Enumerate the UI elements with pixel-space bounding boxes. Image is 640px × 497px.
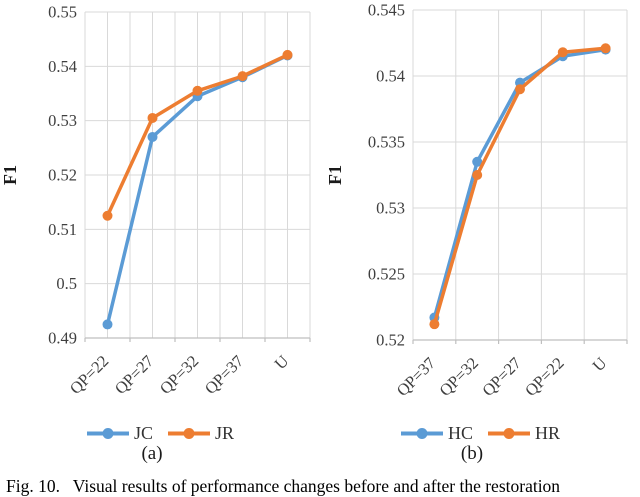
data-point-JR-QP=37 [237,71,248,82]
chart-b-line-plot: 0.5450.540.5350.530.5250.52QP=37QP=32QP=… [325,1,628,400]
y-tick-label: 0.53 [48,111,77,130]
data-point-JC-QP=27 [147,131,158,142]
data-point-HR-QP=37 [429,319,440,330]
y-tick-label: 0.525 [368,265,405,284]
y-tick-label: 0.49 [48,329,77,348]
y-tick-label: 0.52 [48,166,77,185]
y-tick-label: 0.53 [376,199,405,218]
legend-item-hc: HC [400,424,473,442]
y-tick-label: 0.54 [48,57,77,76]
y-tick-label: 0.535 [368,133,405,152]
legend-label-jc: JC [133,423,153,443]
x-tick-label: U [270,351,292,373]
legend-label-hc: HC [447,423,473,443]
chart-b-legend: HC HR [320,424,640,442]
hc-line-marker-icon [400,427,443,439]
y-tick-label: 0.545 [368,1,405,20]
x-tick-label: QP=37 [393,353,440,400]
x-tick-label: QP=27 [111,351,158,398]
data-point-HR-U [600,43,611,54]
panel-label-a: (a) [141,443,163,464]
y-axis-title: F1 [325,165,345,185]
chart-a-legend: JC JR [0,424,320,442]
panel-label-b: (b) [460,443,484,464]
y-tick-label: 0.52 [376,331,405,350]
data-point-JR-U [282,49,293,60]
data-point-JR-QP=22 [102,210,113,221]
legend-item-hr: HR [487,424,560,442]
legend-item-jc: JC [86,424,153,442]
hr-line-marker-icon [488,427,530,439]
legend-label-hr: HR [535,423,561,443]
x-tick-label: QP=27 [478,353,525,400]
x-tick-label: QP=22 [66,351,113,398]
y-tick-label: 0.54 [376,67,405,86]
data-point-JR-QP=27 [147,112,158,123]
figure-caption: Fig. 10. Visual results of performance c… [6,476,561,496]
data-point-HR-QP=22 [557,47,568,58]
legend-label-jr: JR [215,423,235,443]
x-tick-label: U [589,353,611,375]
data-point-HR-QP=32 [472,170,483,180]
x-tick-label: QP=32 [156,351,203,398]
legend-item-jr: JR [167,424,234,442]
data-point-JR-QP=32 [192,85,203,96]
x-tick-label: QP=22 [521,353,568,400]
y-tick-label: 0.55 [48,3,77,22]
jc-line-marker-icon [86,427,129,439]
x-tick-label: QP=32 [435,353,482,400]
chart-a-line-plot: 0.550.540.530.520.510.50.49QP=22QP=27QP=… [0,3,311,398]
y-tick-label: 0.51 [48,220,77,239]
data-point-JC-QP=22 [102,319,113,330]
x-tick-label: QP=37 [201,351,248,398]
data-point-HC-QP=32 [472,156,483,167]
data-point-HR-QP=27 [515,84,525,95]
y-axis-title: F1 [0,165,20,185]
y-tick-label: 0.5 [56,274,77,293]
jr-line-marker-icon [168,427,210,439]
